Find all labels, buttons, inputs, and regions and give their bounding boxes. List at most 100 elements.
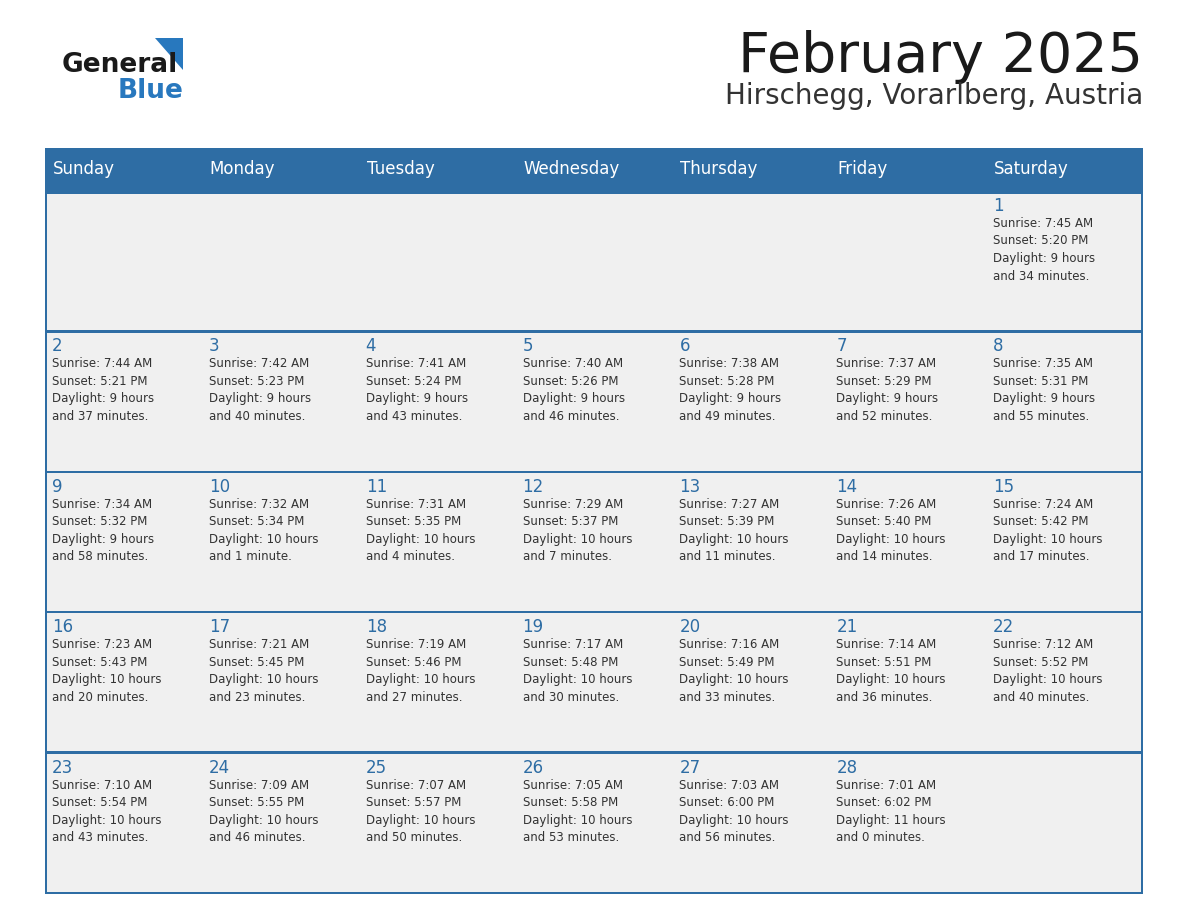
Bar (45, 472, 202, 612)
Bar (202, 191, 359, 331)
Text: 4: 4 (366, 338, 377, 355)
Bar (986, 612, 1143, 753)
Text: 14: 14 (836, 477, 858, 496)
Bar (516, 753, 672, 893)
Text: Sunrise: 7:17 AM
Sunset: 5:48 PM
Daylight: 10 hours
and 30 minutes.: Sunrise: 7:17 AM Sunset: 5:48 PM Dayligh… (523, 638, 632, 704)
Text: Sunrise: 7:38 AM
Sunset: 5:28 PM
Daylight: 9 hours
and 49 minutes.: Sunrise: 7:38 AM Sunset: 5:28 PM Dayligh… (680, 357, 782, 423)
Text: 5: 5 (523, 338, 533, 355)
Bar (672, 191, 829, 331)
Text: Saturday: Saturday (994, 160, 1069, 178)
Bar (45, 153, 202, 191)
Bar (202, 612, 359, 753)
Text: Sunrise: 7:40 AM
Sunset: 5:26 PM
Daylight: 9 hours
and 46 minutes.: Sunrise: 7:40 AM Sunset: 5:26 PM Dayligh… (523, 357, 625, 423)
Text: 25: 25 (366, 758, 387, 777)
Text: 8: 8 (993, 338, 1004, 355)
Text: 12: 12 (523, 477, 544, 496)
Text: Sunrise: 7:07 AM
Sunset: 5:57 PM
Daylight: 10 hours
and 50 minutes.: Sunrise: 7:07 AM Sunset: 5:57 PM Dayligh… (366, 778, 475, 844)
Bar (45, 610, 1143, 612)
Text: February 2025: February 2025 (738, 30, 1143, 84)
Text: Sunrise: 7:14 AM
Sunset: 5:51 PM
Daylight: 10 hours
and 36 minutes.: Sunrise: 7:14 AM Sunset: 5:51 PM Dayligh… (836, 638, 946, 704)
Text: 9: 9 (52, 477, 63, 496)
Bar (202, 153, 359, 191)
Bar (829, 153, 986, 191)
Text: Sunrise: 7:41 AM
Sunset: 5:24 PM
Daylight: 9 hours
and 43 minutes.: Sunrise: 7:41 AM Sunset: 5:24 PM Dayligh… (366, 357, 468, 423)
Text: 27: 27 (680, 758, 701, 777)
Text: 11: 11 (366, 477, 387, 496)
Text: Blue: Blue (118, 78, 184, 104)
Text: Sunrise: 7:29 AM
Sunset: 5:37 PM
Daylight: 10 hours
and 7 minutes.: Sunrise: 7:29 AM Sunset: 5:37 PM Dayligh… (523, 498, 632, 564)
Bar (986, 472, 1143, 612)
Text: Sunrise: 7:12 AM
Sunset: 5:52 PM
Daylight: 10 hours
and 40 minutes.: Sunrise: 7:12 AM Sunset: 5:52 PM Dayligh… (993, 638, 1102, 704)
Text: 18: 18 (366, 618, 387, 636)
Text: 7: 7 (836, 338, 847, 355)
Text: Friday: Friday (838, 160, 887, 178)
Bar (45, 191, 202, 331)
Text: 17: 17 (209, 618, 230, 636)
Bar (45, 612, 202, 753)
Bar (45, 750, 1143, 753)
Text: Thursday: Thursday (681, 160, 758, 178)
Text: Sunrise: 7:23 AM
Sunset: 5:43 PM
Daylight: 10 hours
and 20 minutes.: Sunrise: 7:23 AM Sunset: 5:43 PM Dayligh… (52, 638, 162, 704)
Text: 24: 24 (209, 758, 230, 777)
Bar (829, 472, 986, 612)
Text: Sunrise: 7:37 AM
Sunset: 5:29 PM
Daylight: 9 hours
and 52 minutes.: Sunrise: 7:37 AM Sunset: 5:29 PM Dayligh… (836, 357, 939, 423)
Bar (202, 331, 359, 472)
Bar (359, 472, 516, 612)
Bar (359, 191, 516, 331)
Text: Sunrise: 7:45 AM
Sunset: 5:20 PM
Daylight: 9 hours
and 34 minutes.: Sunrise: 7:45 AM Sunset: 5:20 PM Dayligh… (993, 217, 1095, 283)
Bar (986, 153, 1143, 191)
Text: Tuesday: Tuesday (367, 160, 435, 178)
Bar (359, 153, 516, 191)
Text: Sunrise: 7:10 AM
Sunset: 5:54 PM
Daylight: 10 hours
and 43 minutes.: Sunrise: 7:10 AM Sunset: 5:54 PM Dayligh… (52, 778, 162, 844)
Bar (516, 472, 672, 612)
Polygon shape (154, 38, 183, 70)
Bar (45, 329, 1143, 331)
Text: 28: 28 (836, 758, 858, 777)
Text: Sunrise: 7:19 AM
Sunset: 5:46 PM
Daylight: 10 hours
and 27 minutes.: Sunrise: 7:19 AM Sunset: 5:46 PM Dayligh… (366, 638, 475, 704)
Bar (986, 191, 1143, 331)
Bar (45, 191, 1143, 194)
Bar (359, 753, 516, 893)
Text: 10: 10 (209, 477, 230, 496)
Bar (45, 331, 202, 472)
Text: Monday: Monday (210, 160, 276, 178)
Bar (1140, 191, 1143, 893)
Bar (829, 753, 986, 893)
Bar (359, 612, 516, 753)
Bar (45, 330, 1143, 332)
Text: Sunrise: 7:44 AM
Sunset: 5:21 PM
Daylight: 9 hours
and 37 minutes.: Sunrise: 7:44 AM Sunset: 5:21 PM Dayligh… (52, 357, 154, 423)
Text: 6: 6 (680, 338, 690, 355)
Text: Sunrise: 7:42 AM
Sunset: 5:23 PM
Daylight: 9 hours
and 40 minutes.: Sunrise: 7:42 AM Sunset: 5:23 PM Dayligh… (209, 357, 311, 423)
Text: Sunrise: 7:16 AM
Sunset: 5:49 PM
Daylight: 10 hours
and 33 minutes.: Sunrise: 7:16 AM Sunset: 5:49 PM Dayligh… (680, 638, 789, 704)
Text: Sunrise: 7:05 AM
Sunset: 5:58 PM
Daylight: 10 hours
and 53 minutes.: Sunrise: 7:05 AM Sunset: 5:58 PM Dayligh… (523, 778, 632, 844)
Bar (45, 191, 1143, 194)
Text: Sunrise: 7:24 AM
Sunset: 5:42 PM
Daylight: 10 hours
and 17 minutes.: Sunrise: 7:24 AM Sunset: 5:42 PM Dayligh… (993, 498, 1102, 564)
Bar (672, 472, 829, 612)
Bar (672, 612, 829, 753)
Text: Sunrise: 7:03 AM
Sunset: 6:00 PM
Daylight: 10 hours
and 56 minutes.: Sunrise: 7:03 AM Sunset: 6:00 PM Dayligh… (680, 778, 789, 844)
Text: 15: 15 (993, 477, 1015, 496)
Text: 26: 26 (523, 758, 544, 777)
Text: 1: 1 (993, 197, 1004, 215)
Bar (45, 191, 48, 893)
Bar (359, 331, 516, 472)
Text: 19: 19 (523, 618, 544, 636)
Bar (516, 612, 672, 753)
Text: Sunrise: 7:01 AM
Sunset: 6:02 PM
Daylight: 11 hours
and 0 minutes.: Sunrise: 7:01 AM Sunset: 6:02 PM Dayligh… (836, 778, 946, 844)
Text: General: General (62, 52, 178, 78)
Text: 2: 2 (52, 338, 63, 355)
Bar (45, 753, 202, 893)
Bar (45, 611, 1143, 613)
Bar (45, 751, 1143, 754)
Bar (45, 471, 1143, 473)
Bar (45, 469, 1143, 472)
Text: Sunrise: 7:21 AM
Sunset: 5:45 PM
Daylight: 10 hours
and 23 minutes.: Sunrise: 7:21 AM Sunset: 5:45 PM Dayligh… (209, 638, 318, 704)
Text: Sunrise: 7:35 AM
Sunset: 5:31 PM
Daylight: 9 hours
and 55 minutes.: Sunrise: 7:35 AM Sunset: 5:31 PM Dayligh… (993, 357, 1095, 423)
Bar (829, 612, 986, 753)
Text: 22: 22 (993, 618, 1015, 636)
Text: 21: 21 (836, 618, 858, 636)
Bar (45, 891, 1143, 894)
Bar (516, 331, 672, 472)
Text: 20: 20 (680, 618, 701, 636)
Bar (516, 191, 672, 331)
